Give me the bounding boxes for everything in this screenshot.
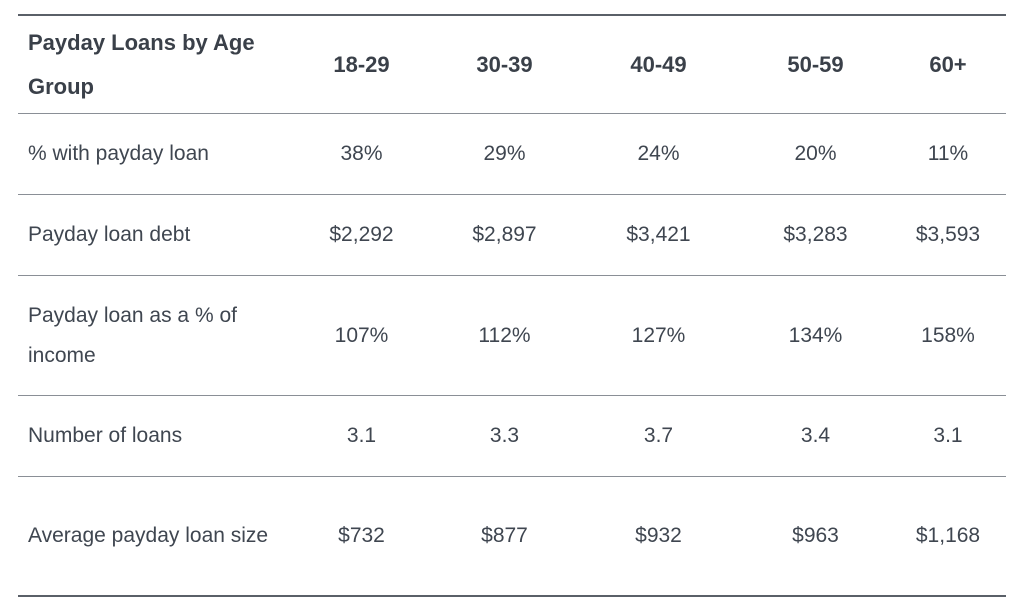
table-cell: 29% (483, 142, 526, 165)
table-cell: 158% (921, 323, 975, 347)
payday-loans-table: Payday Loans by Age Group 18-29 30-39 40… (18, 14, 1006, 597)
table-cell: 112% (478, 323, 531, 347)
row-label: Payday loan debt (28, 223, 191, 246)
table-title: Payday Loans by Age Group (28, 29, 255, 99)
table-cell: 3.1 (346, 424, 377, 447)
column-header-18-29: 18-29 (333, 51, 390, 77)
column-header-60-plus: 60+ (929, 51, 967, 77)
table-cell: $732 (338, 524, 385, 547)
column-header-30-39: 30-39 (476, 51, 533, 77)
table-cell: 107% (334, 323, 389, 347)
table-cell: 3.3 (489, 424, 520, 447)
table-row: Average payday loan size $732 $877 $932 … (18, 477, 1006, 597)
row-label: Average payday loan size (28, 524, 269, 547)
table-cell: 24% (637, 142, 680, 165)
table-cell: $2,897 (472, 223, 537, 246)
table-row: % with payday loan 38% 29% 24% 20% 11% (18, 114, 1006, 195)
table-cell: $3,421 (626, 223, 691, 246)
table-row: Number of loans 3.1 3.3 3.7 3.4 3.1 (18, 396, 1006, 477)
column-header-50-59: 50-59 (787, 51, 844, 77)
table-cell: $2,292 (329, 223, 394, 246)
table-header-row: Payday Loans by Age Group 18-29 30-39 40… (18, 16, 1006, 114)
table-cell: 3.1 (933, 424, 963, 447)
table-row: Payday loan debt $2,292 $2,897 $3,421 $3… (18, 195, 1006, 276)
row-label: Payday loan as a % of income (28, 303, 237, 367)
table-cell: 11% (927, 142, 969, 165)
table-cell: 38% (340, 142, 383, 165)
table-cell: 3.7 (643, 424, 674, 447)
table-cell: 134% (788, 323, 843, 347)
table-cell: $3,283 (783, 223, 848, 246)
table-cell: 127% (631, 323, 686, 347)
table-cell: $1,168 (915, 524, 981, 547)
table-cell: $877 (481, 524, 528, 547)
table-cell: 20% (794, 142, 837, 165)
table-cell: $932 (635, 524, 682, 547)
column-header-40-49: 40-49 (630, 51, 687, 77)
table-cell: 3.4 (800, 424, 831, 447)
table-cell: $963 (792, 524, 839, 547)
row-label: % with payday loan (28, 142, 209, 165)
table-cell: $3,593 (915, 223, 981, 246)
table-row: Payday loan as a % of income 107% 112% 1… (18, 276, 1006, 396)
row-label: Number of loans (28, 424, 183, 447)
